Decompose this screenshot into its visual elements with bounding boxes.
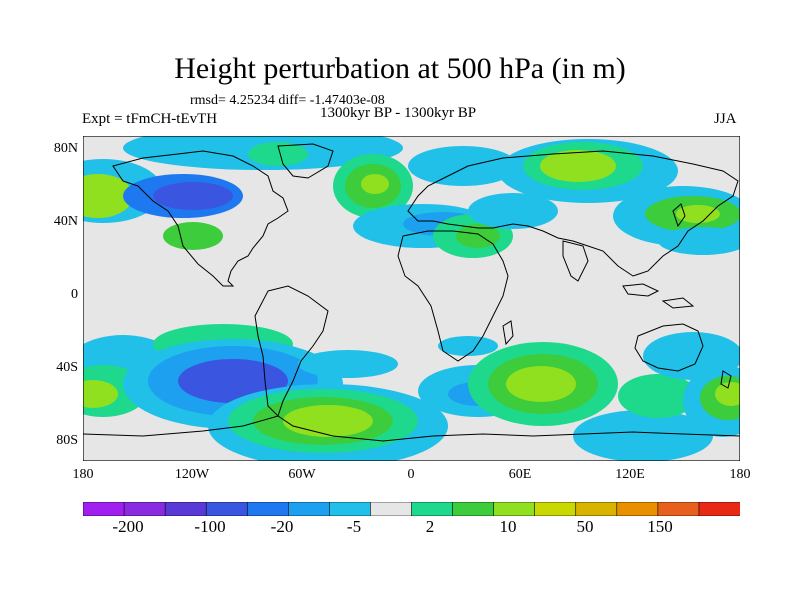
lon-label-120w: 120W: [174, 467, 210, 482]
colorbar-label-1: -200: [112, 517, 144, 536]
colorbar-swatch-13: [575, 502, 618, 516]
colorbar-swatch-16: [698, 502, 740, 516]
lon-label-60e: 60E: [508, 467, 532, 482]
colorbar-swatch-7: [329, 502, 372, 516]
experiment-label: Expt = tFmCH-tEvTH: [82, 111, 218, 127]
lat-label-40s: 40S: [56, 360, 78, 375]
colorbar-swatch-4: [205, 502, 249, 516]
contour-fields: [83, 136, 740, 461]
map-panel: [83, 136, 740, 461]
lon-label-60w: 60W: [288, 467, 316, 482]
colorbar-swatch-11: [493, 502, 536, 516]
colorbar-swatch-5: [246, 502, 290, 516]
lon-label-0: 0: [407, 467, 415, 482]
map-title: Height perturbation at 500 hPa (in m): [174, 52, 626, 85]
lat-label-eq: 0: [71, 287, 78, 302]
colorbar-swatch-1: [83, 502, 125, 516]
colorbar-swatch-12: [534, 502, 577, 516]
colorbar-label-5: 2: [425, 517, 435, 536]
lat-label-80n: 80N: [53, 141, 78, 156]
coastlines: [83, 143, 740, 442]
colorbar-swatch-10: [452, 502, 495, 516]
colorbar: [83, 502, 740, 516]
colorbar-label-7: 50: [576, 517, 594, 536]
colorbar-swatch-15: [657, 502, 700, 516]
stats-label: rmsd= 4.25234 diff= -1.47403e-08: [190, 93, 385, 108]
lon-label-180e: 180: [729, 467, 751, 482]
colorbar-swatch-6: [288, 502, 331, 516]
colorbar-swatch-9: [411, 502, 454, 516]
season-label: JJA: [714, 111, 737, 127]
lon-label-180w: 180: [72, 467, 94, 482]
colorbar-swatch-14: [616, 502, 659, 516]
lat-label-80s: 80S: [56, 433, 78, 448]
lon-label-120e: 120E: [615, 467, 645, 482]
lat-label-40n: 40N: [53, 214, 78, 229]
colorbar-label-8: 150: [647, 517, 673, 536]
period-label: 1300kyr BP - 1300kyr BP: [320, 105, 477, 121]
colorbar-label-6: 10: [499, 517, 517, 536]
colorbar-label-3: -20: [270, 517, 294, 536]
colorbar-swatch-2: [123, 502, 166, 516]
colorbar-label-4: -5: [346, 517, 362, 536]
colorbar-label-2: -100: [194, 517, 226, 536]
colorbar-swatch-8: [370, 502, 413, 516]
colorbar-swatch-3: [164, 502, 207, 516]
